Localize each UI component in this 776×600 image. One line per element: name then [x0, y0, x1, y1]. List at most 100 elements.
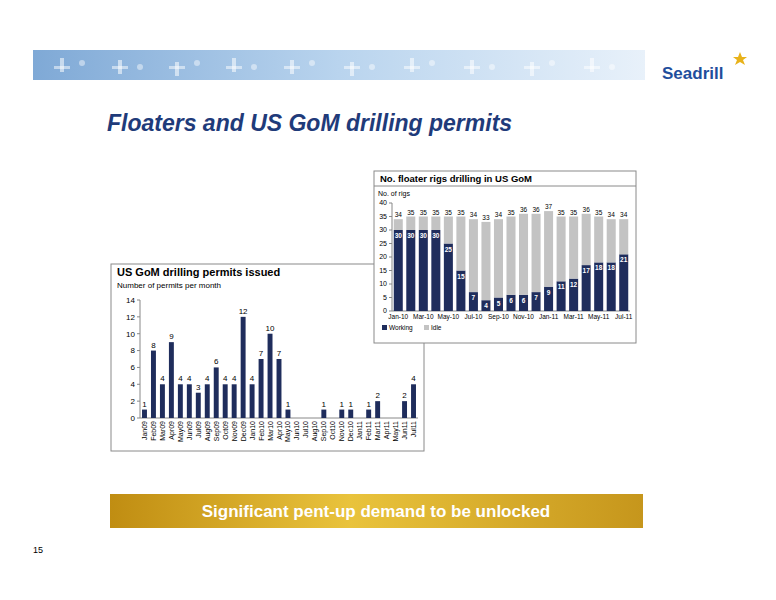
- x-tick-label: Sep10: [320, 421, 328, 441]
- header-icon: [137, 64, 143, 70]
- data-label: 35: [557, 209, 565, 216]
- legend-label: Idle: [431, 324, 442, 331]
- header-banner: [33, 50, 645, 80]
- bar-segment: [469, 292, 478, 311]
- y-tick: [389, 311, 392, 312]
- bar: [366, 410, 371, 418]
- bar-segment: [431, 217, 440, 231]
- bar-segment: [419, 217, 428, 231]
- x-tick-label: Sep09: [213, 421, 221, 441]
- bar: [393, 418, 398, 419]
- y-tick-label: 8: [131, 346, 136, 355]
- data-label: 2: [402, 391, 407, 400]
- y-tick: [389, 297, 392, 298]
- legend-swatch: [382, 325, 387, 330]
- data-label: 7: [472, 294, 476, 301]
- bar-segment: [594, 217, 603, 263]
- x-tick-label: Feb11: [365, 421, 372, 440]
- bar-segment: [607, 219, 616, 262]
- bar: [151, 351, 156, 418]
- legend-label: Working: [389, 324, 413, 332]
- bar-segment: [506, 295, 515, 311]
- data-label: 1: [349, 400, 354, 409]
- header-icon: [169, 66, 185, 69]
- data-label: 4: [232, 374, 237, 383]
- y-tick-label: 30: [379, 226, 387, 233]
- data-label: 1: [340, 400, 345, 409]
- bar-segment: [406, 217, 415, 231]
- bar: [339, 410, 344, 418]
- bar: [312, 418, 317, 419]
- header-icon: [194, 60, 200, 66]
- x-tick-label: Jul09: [195, 421, 202, 438]
- logo: Seadrill: [662, 64, 723, 83]
- data-label: 4: [178, 374, 183, 383]
- y-tick-label: 35: [379, 213, 387, 220]
- data-label: 4: [187, 374, 192, 383]
- x-tick-label: Nov-10: [513, 313, 534, 320]
- data-label: 25: [445, 246, 453, 253]
- data-label: 36: [532, 206, 540, 213]
- data-label: 36: [520, 206, 528, 213]
- bar-segment: [444, 244, 453, 312]
- bar: [223, 384, 228, 418]
- bar-segment: [519, 295, 528, 311]
- bar-segment: [444, 217, 453, 244]
- data-label: 12: [239, 307, 248, 316]
- x-tick-label: Jan09: [141, 421, 148, 440]
- y-tick: [137, 418, 140, 419]
- data-label: 6: [214, 357, 219, 366]
- bar: [268, 334, 273, 418]
- bar: [384, 418, 389, 419]
- header-icon: [404, 66, 420, 69]
- data-label: 34: [495, 211, 503, 218]
- bar-segment: [456, 217, 465, 271]
- data-label: 35: [570, 209, 578, 216]
- y-tick: [389, 284, 392, 285]
- x-tick-label: Jul10: [302, 421, 309, 438]
- y-tick-label: 10: [126, 330, 135, 339]
- bar: [348, 410, 353, 418]
- footer-banner: [110, 494, 643, 528]
- x-tick-label: Jun10: [293, 421, 300, 440]
- header-icon: [584, 66, 600, 69]
- x-tick-label: May09: [177, 421, 185, 442]
- y-tick: [389, 257, 392, 258]
- x-tick-label: Oct09: [222, 421, 229, 440]
- bar: [196, 393, 201, 418]
- y-tick-label: 5: [383, 294, 387, 301]
- bar: [205, 384, 210, 418]
- y-tick-label: 15: [379, 267, 387, 274]
- data-label: 34: [470, 211, 478, 218]
- data-label: 6: [509, 297, 513, 304]
- y-tick-label: 6: [131, 363, 136, 372]
- bar-segment: [469, 219, 478, 292]
- bar: [259, 359, 264, 418]
- x-tick-label: Nov09: [231, 421, 238, 441]
- header-icon: [251, 64, 257, 70]
- bar: [402, 401, 407, 418]
- y-axis: [140, 300, 141, 418]
- x-tick-label: Dec10: [347, 421, 354, 441]
- chart-title: No. floater rigs drilling in US GoM: [380, 173, 532, 184]
- y-tick: [137, 384, 140, 385]
- x-tick-label: Jan10: [249, 421, 256, 440]
- data-label: 1: [322, 400, 327, 409]
- bar-segment: [506, 217, 515, 295]
- y-tick-label: 40: [379, 199, 387, 206]
- data-label: 4: [205, 374, 210, 383]
- bar: [142, 410, 147, 418]
- bar: [169, 342, 174, 418]
- bar-segment: [544, 211, 553, 287]
- bar: [232, 384, 237, 418]
- y-tick: [137, 333, 140, 334]
- header-icon: [590, 58, 594, 72]
- x-tick-label: Mar09: [159, 421, 166, 441]
- header-icon: [79, 60, 85, 66]
- y-tick-label: 14: [126, 296, 135, 305]
- y-tick: [137, 316, 140, 317]
- bar-segment: [519, 214, 528, 295]
- bar-segment: [532, 214, 541, 292]
- x-tick-label: Dec09: [240, 421, 247, 441]
- data-label: 34: [620, 211, 628, 218]
